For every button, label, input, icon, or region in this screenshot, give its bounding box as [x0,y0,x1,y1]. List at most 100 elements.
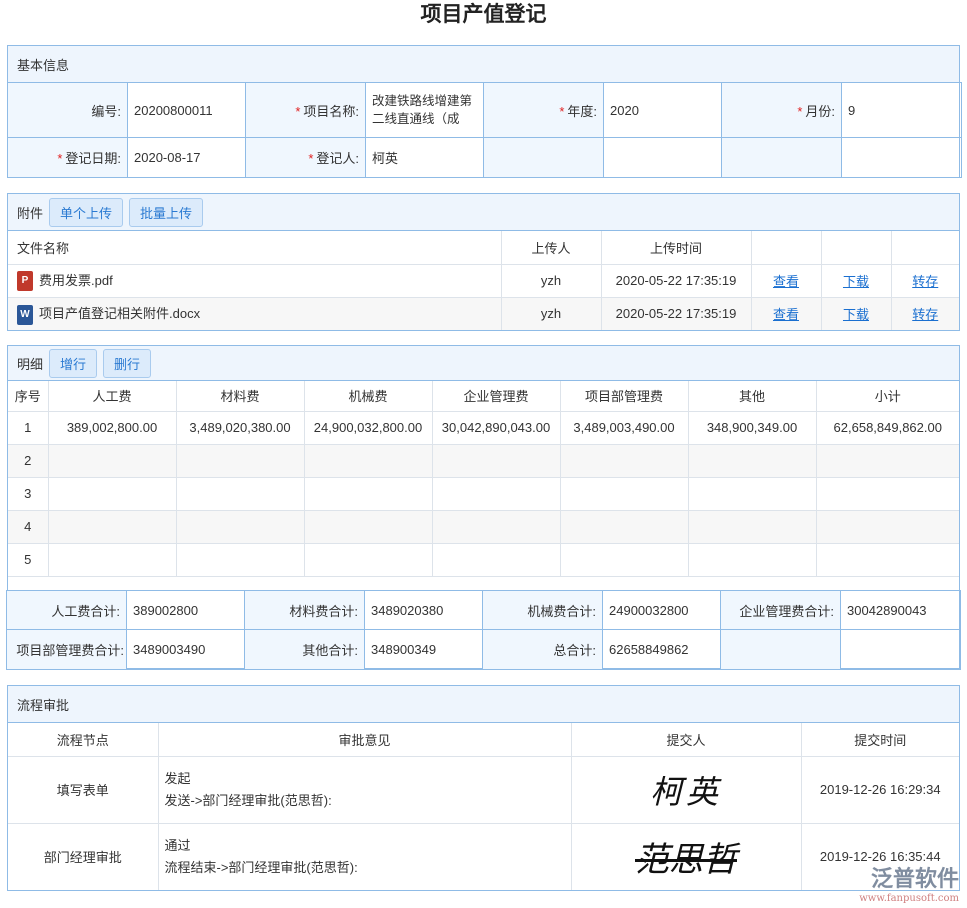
proj-total-label: 项目部管理费合计: [6,629,127,670]
amount-cell [431,542,561,577]
amount-cell: 3,489,020,380.00 [175,410,305,445]
code-value: 20200800011 [127,82,246,138]
submit-time: 2019-12-26 16:29:34 [800,755,959,824]
amount-cell [815,509,959,544]
download-link[interactable]: 下载 [842,274,869,289]
amount-cell [175,443,305,478]
other-total-label: 其他合计: [244,629,365,670]
year-value: 2020 [603,82,722,138]
material-total-label: 材料费合计: [244,590,365,630]
amount-cell: 24,900,032,800.00 [303,410,433,445]
row-number: 4 [8,509,49,544]
transfer-link[interactable]: 转存 [912,274,939,289]
add-row-button[interactable]: 增行 [49,348,98,378]
single-upload-button[interactable]: 单个上传 [49,197,124,227]
signature-image: 柯英 [649,772,722,811]
required-mark: * [308,151,314,166]
amount-cell: 3,489,003,490.00 [559,410,689,445]
amount-cell [303,509,433,544]
column-header: 材料费 [175,381,305,412]
transfer-link[interactable]: 转存 [912,307,939,323]
amount-cell [687,443,817,478]
amount-cell [815,443,959,478]
row-number: 5 [8,542,49,577]
year-label: 年度: [567,103,597,119]
column-header: 审批意见 [157,723,572,757]
empty-cell [483,137,604,178]
date-value: 2020-08-17 [127,137,246,178]
uploader: yzh [500,263,602,298]
amount-cell [47,509,177,544]
view-link[interactable]: 查看 [772,274,799,289]
grand-total-label: 总合计: [482,629,603,670]
amount-cell: 348,900,349.00 [687,410,817,445]
column-header: 上传人 [500,231,602,265]
required-mark: * [57,151,63,166]
empty-cell [841,137,962,178]
section-title: 流程审批 [17,697,70,713]
amount-cell [47,443,177,478]
opinion: 发起 [164,770,191,786]
next-step: 流程结束->部门经理审批(范思哲): [164,859,358,875]
column-header: 上传时间 [600,231,752,265]
required-mark: * [295,103,301,119]
upload-time: 2020-05-22 17:35:19 [600,296,752,330]
row-number: 1 [8,410,49,445]
column-header: 提交时间 [800,723,959,757]
amount-cell [175,476,305,511]
empty-cell [720,629,841,670]
amount-cell [687,509,817,544]
required-mark: * [797,103,803,119]
download-link[interactable]: 下载 [842,307,869,323]
empty-cell [840,629,961,670]
file-row: P 费用发票.pdf yzh 2020-05-22 17:35:19 查看 下载 … [8,263,959,298]
project-value: 改建铁路线增建第二线直通线（成 [365,82,484,138]
opinion: 通过 [164,837,191,853]
watermark-url: www.fanpusoft.com [859,893,959,904]
flow-node: 部门经理审批 [8,822,159,890]
column-header: 小计 [815,381,959,412]
watermark-brand: 泛普软件 [870,866,959,891]
other-total: 348900349 [364,629,483,670]
amount-cell [431,443,561,478]
column-header: 人工费 [47,381,177,412]
uploader: yzh [500,296,602,330]
amount-cell [687,476,817,511]
amount-cell [47,542,177,577]
amount-cell [303,443,433,478]
detail-row: 4 [8,509,959,544]
detail-row: 5 [8,542,959,577]
flow-node: 填写表单 [8,755,159,824]
file-row: W 项目产值登记相关附件.docx yzh 2020-05-22 17:35:19… [8,296,959,330]
amount-cell [47,476,177,511]
row-number: 2 [8,443,49,478]
batch-upload-button[interactable]: 批量上传 [129,197,204,227]
amount-cell [303,476,433,511]
detail-table: 序号 人工费 材料费 机械费 企业管理费 项目部管理费 其他 小计 1 389,002,800.… [8,381,959,577]
attachment-section: 附件 单个上传 批量上传 文件名称 上传人 上传时间 P 费用发票.pdf yzh… [7,193,960,331]
detail-row: 1 389,002,800.00 3,489,020,380.00 24,900,03… [8,410,959,445]
amount-cell [431,476,561,511]
material-total: 3489020380 [364,590,483,630]
detail-section: 明细 增行 删行 序号 人工费 材料费 机械费 企业管理费 项目部管理费 其他 小计 1 389… [6,345,961,670]
labor-total-label: 人工费合计: [6,590,127,630]
amount-cell [559,542,689,577]
project-label: 项目名称: [303,103,359,119]
basic-info-section: 基本信息 编号: 20200800011 * 项目名称: 改建铁路线增建第二线直通… [7,45,962,178]
amount-cell [815,542,959,577]
section-title: 基本信息 [17,57,70,73]
required-mark: * [559,103,565,119]
person-label: 登记人: [316,151,359,166]
amount-cell [303,542,433,577]
file-name: 项目产值登记相关附件.docx [39,305,201,321]
machine-total: 24900032800 [602,590,721,630]
section-title: 明细 [17,356,44,372]
month-label: 月份: [805,103,835,119]
corp-total-label: 企业管理费合计: [720,590,841,630]
amount-cell [559,509,689,544]
word-file-icon: W [17,304,33,325]
page-title: 项目产值登记 [420,3,547,26]
corp-total: 30042890043 [840,590,961,630]
delete-row-button[interactable]: 删行 [103,348,152,378]
view-link[interactable]: 查看 [772,307,799,323]
